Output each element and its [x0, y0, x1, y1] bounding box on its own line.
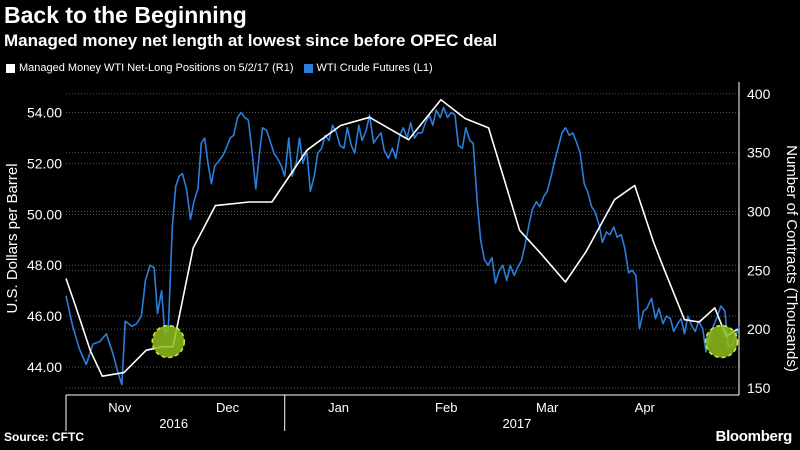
- highlight-circle: [151, 324, 186, 359]
- left-tick-label: 54.00: [27, 105, 62, 121]
- legend-label-managed-money: Managed Money WTI Net-Long Positions on …: [19, 62, 294, 74]
- year-label: 2016: [159, 416, 188, 431]
- series-line-wti: [65, 106, 740, 386]
- source-note: Source: CFTC: [4, 430, 85, 444]
- right-tick-label: 350: [747, 145, 771, 161]
- chart-subtitle: Managed money net length at lowest since…: [4, 31, 498, 50]
- right-axis-title: Number of Contracts (Thousands): [783, 145, 800, 372]
- chart-title: Back to the Beginning: [4, 2, 247, 28]
- legend: Managed Money WTI Net-Long Positions on …: [6, 62, 443, 74]
- right-tick-label: 150: [747, 380, 771, 396]
- highlight-circle: [704, 324, 739, 359]
- right-tick-label: 250: [747, 262, 771, 278]
- left-tick-label: 46.00: [27, 308, 62, 324]
- legend-item-managed-money: Managed Money WTI Net-Long Positions on …: [6, 62, 294, 74]
- month-label: Feb: [435, 400, 457, 415]
- bloomberg-logo: Bloomberg: [715, 428, 793, 445]
- left-tick-label: 44.00: [27, 359, 62, 375]
- series-line-managed-money: [65, 98, 739, 377]
- legend-swatch-managed-money: [6, 63, 15, 73]
- left-tick-label: 50.00: [27, 206, 62, 222]
- month-label: Nov: [108, 400, 132, 415]
- month-label: Mar: [536, 400, 559, 415]
- left-tick-label: 48.00: [27, 257, 62, 273]
- month-label: Apr: [635, 400, 656, 415]
- right-tick-label: 200: [747, 321, 771, 337]
- right-tick-label: 300: [747, 203, 771, 219]
- right-tick-label: 400: [747, 86, 771, 102]
- legend-item-wti: WTI Crude Futures (L1): [303, 62, 433, 74]
- left-tick-label: 52.00: [27, 155, 62, 171]
- legend-swatch-wti: [303, 63, 313, 73]
- month-label: Jan: [328, 400, 349, 415]
- left-axis-title: U.S. Dollars per Barrel: [4, 163, 21, 313]
- year-label: 2017: [502, 416, 531, 431]
- legend-label-wti: WTI Crude Futures (L1): [316, 62, 433, 74]
- month-label: Dec: [216, 400, 240, 415]
